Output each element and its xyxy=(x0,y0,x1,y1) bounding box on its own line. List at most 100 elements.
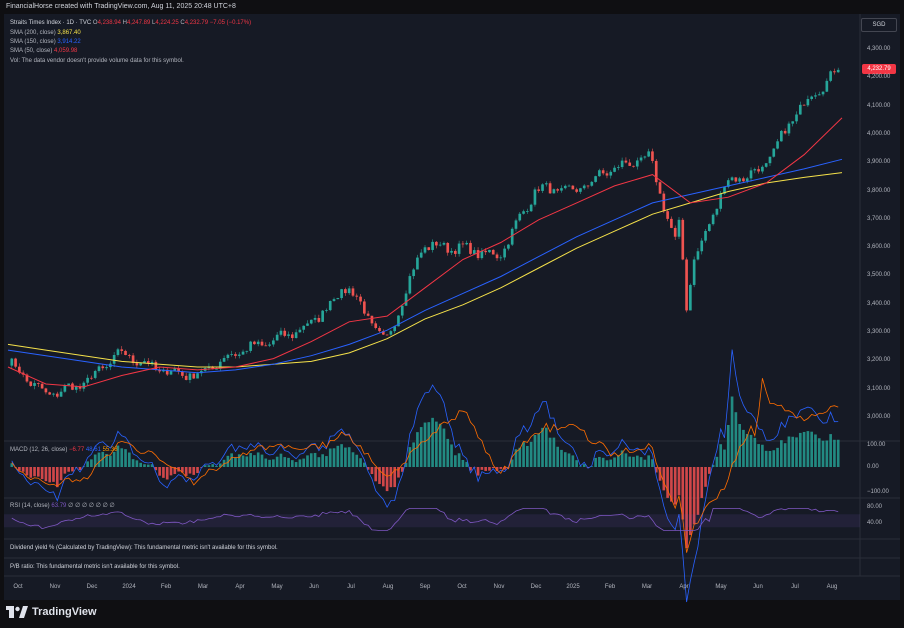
candle-body xyxy=(677,219,681,237)
macd-histogram-bar xyxy=(620,450,624,467)
candle-body xyxy=(230,354,233,355)
macd-histogram-bar xyxy=(457,453,461,467)
currency-button[interactable]: SGD xyxy=(861,18,897,32)
macd-histogram-bar xyxy=(139,462,143,467)
candle-body xyxy=(37,383,40,384)
ohlc-value: 4,224.25 xyxy=(155,20,179,26)
candle-body xyxy=(427,247,431,250)
candle-body xyxy=(253,341,256,345)
macd-histogram-bar xyxy=(442,428,446,467)
candle-body xyxy=(146,361,150,364)
rsi-legend[interactable]: RSI (14, close) 63.79 ∅ ∅ ∅ ∅ ∅ ∅ ∅ xyxy=(10,502,115,511)
macd-histogram-bar xyxy=(336,445,340,467)
candle-body xyxy=(753,169,757,171)
rsi-label: RSI (14, close) xyxy=(10,503,50,509)
candle-body xyxy=(363,301,366,314)
macd-histogram-bar xyxy=(541,427,544,467)
candle-body xyxy=(798,104,802,115)
candle-body xyxy=(567,185,571,187)
macd-tick-label: −100.00 xyxy=(867,489,889,495)
time-tick-label: Feb xyxy=(604,584,616,590)
sma50-label: SMA (50, close) xyxy=(10,48,53,54)
candle-body xyxy=(491,249,495,255)
macd-histogram-bar xyxy=(25,467,29,476)
macd-histogram-bar xyxy=(169,467,173,476)
macd-histogram-bar xyxy=(359,458,362,467)
candle-body xyxy=(173,368,177,371)
sma150-legend[interactable]: SMA (150, close) 3,914.22 xyxy=(10,38,81,47)
time-tick-label: Jun xyxy=(753,584,763,590)
macd-histogram-bar xyxy=(723,449,726,467)
macd-histogram-bar xyxy=(825,440,829,467)
candle-body xyxy=(177,368,180,372)
candle-body xyxy=(514,220,518,229)
macd-histogram-bar xyxy=(344,447,347,467)
sma200-value: 3,867.40 xyxy=(57,30,81,36)
macd-histogram-bar xyxy=(290,460,294,467)
time-tick-label: Dec xyxy=(530,584,542,590)
time-tick-label: Apr xyxy=(679,584,689,590)
candle-body xyxy=(10,358,14,366)
candle-body xyxy=(196,373,199,379)
macd-histogram-bar xyxy=(613,457,616,467)
candle-body xyxy=(184,375,188,380)
macd-histogram-bar xyxy=(48,467,52,483)
candle-body xyxy=(601,170,605,174)
macd-histogram-bar xyxy=(67,467,70,472)
sma50-legend[interactable]: SMA (50, close) 4,059.98 xyxy=(10,47,77,56)
macd-histogram-bar xyxy=(575,460,578,467)
macd-legend[interactable]: MACD (12, 26, close) −6.77 48.61 55.38 xyxy=(10,446,118,455)
time-tick-label: Dec xyxy=(86,584,98,590)
macd-histogram-bar xyxy=(450,444,453,467)
candle-body xyxy=(290,334,294,339)
candle-body xyxy=(294,332,298,339)
macd-histogram-bar xyxy=(438,423,442,467)
candle-body xyxy=(381,331,385,335)
price-tick-label: 4,100.00 xyxy=(867,102,891,109)
macd-histogram-bar xyxy=(215,465,218,467)
candle-body xyxy=(165,369,169,375)
macd-histogram-bar xyxy=(590,466,594,467)
symbol-name[interactable]: Straits Times Index · 1D · TVC xyxy=(10,20,92,26)
time-tick-label: Nov xyxy=(493,584,505,590)
macd-histogram-bar xyxy=(757,444,760,467)
macd-histogram-bar xyxy=(419,427,423,467)
ohlc-value: 4,232.79 xyxy=(184,20,209,26)
macd-histogram-bar xyxy=(673,467,677,505)
ohlc-values: O4,238.94 H4,247.89 L4,224.25 C4,232.79 xyxy=(93,20,208,26)
macd-tick-label: 100.00 xyxy=(867,442,886,448)
candle-body xyxy=(707,224,711,231)
macd-histogram-bar xyxy=(548,437,552,467)
candle-body xyxy=(632,165,635,167)
macd-histogram-bar xyxy=(719,444,723,467)
candle-body xyxy=(787,123,791,134)
macd-histogram-bar xyxy=(787,436,791,467)
candle-body xyxy=(522,211,525,214)
sma200-legend[interactable]: SMA (200, close) 3,867.40 xyxy=(10,29,81,38)
candle-body xyxy=(93,370,97,378)
candle-body xyxy=(355,295,359,297)
candle-body xyxy=(696,251,700,260)
macd-histogram-bar xyxy=(37,467,40,477)
candle-body xyxy=(833,71,836,73)
dividend-yield-note: Dividend yield % (Calculated by TradingV… xyxy=(10,545,278,551)
macd-histogram-bar xyxy=(476,467,480,476)
candle-body xyxy=(692,259,696,285)
candle-body xyxy=(480,250,484,259)
macd-histogram-bar xyxy=(309,453,313,467)
tradingview-logo[interactable]: TradingView xyxy=(6,604,97,620)
candle-body xyxy=(689,284,692,311)
candle-body xyxy=(55,393,59,397)
candle-body xyxy=(719,193,723,209)
macd-histogram-bar xyxy=(503,467,506,470)
chart-panel[interactable] xyxy=(4,14,900,600)
macd-histogram-bar xyxy=(670,467,673,502)
macd-histogram-bar xyxy=(484,467,487,471)
price-change: −7.05 (−0.17%) xyxy=(209,20,252,26)
candle-body xyxy=(715,208,719,215)
candle-body xyxy=(431,241,434,250)
macd-histogram-bar xyxy=(131,459,135,467)
macd-histogram-bar xyxy=(253,455,256,467)
price-tick-label: 3,800.00 xyxy=(867,187,891,194)
